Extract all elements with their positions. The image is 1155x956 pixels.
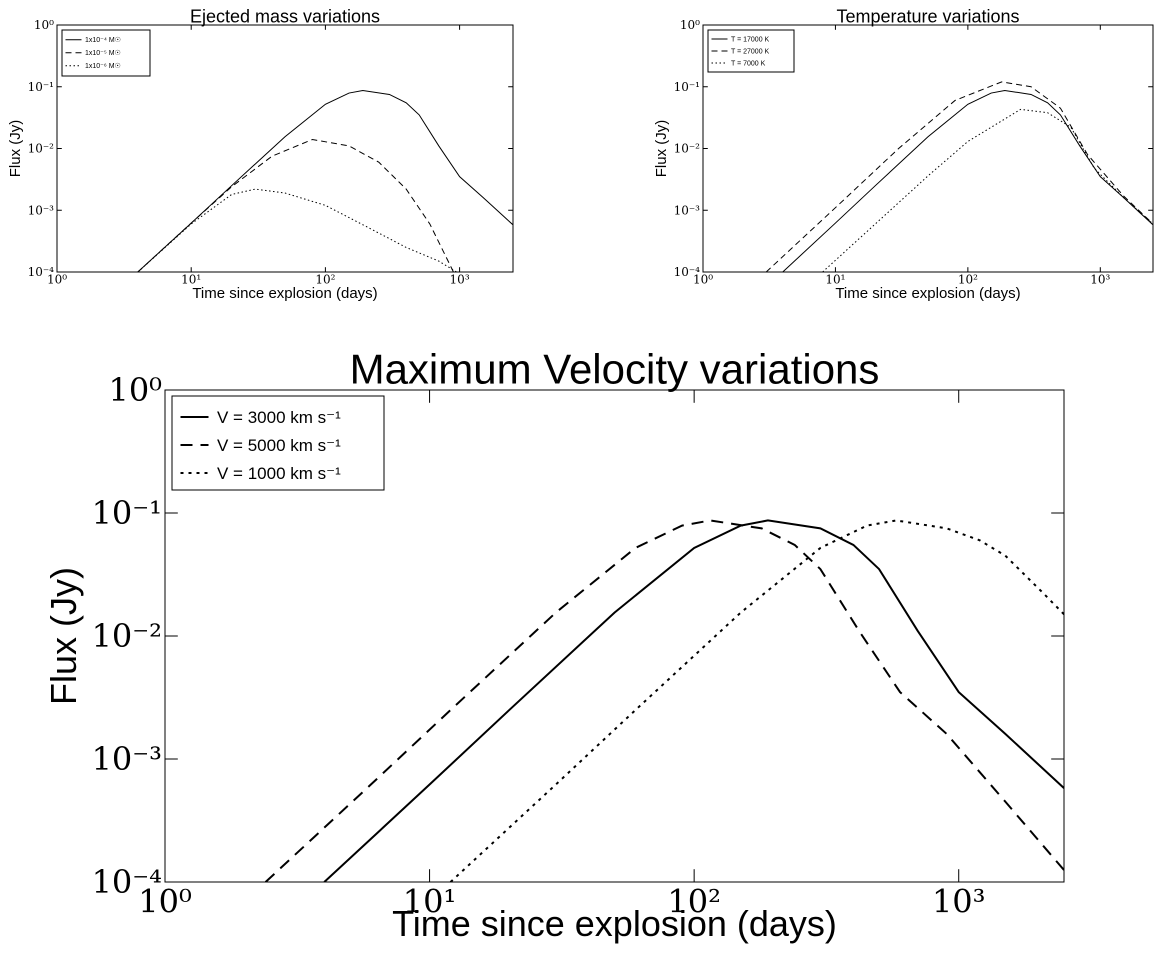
y-tick-label: 10⁰ xyxy=(108,371,162,409)
series-line xyxy=(137,89,513,272)
legend: V = 3000 km s⁻¹ V = 5000 km s⁻¹ V = 1000 k… xyxy=(171,395,385,491)
series-line xyxy=(765,81,1153,272)
y-tick-label: 10⁻³ xyxy=(92,740,162,778)
legend-box xyxy=(171,395,385,491)
series-line xyxy=(264,519,1064,882)
y-tick-label: 10⁻² xyxy=(28,142,55,156)
chart-title: Maximum Velocity variations xyxy=(350,346,880,393)
y-tick-label: 10⁻⁴ xyxy=(28,265,55,279)
y-tick-label: 10⁻³ xyxy=(28,203,55,217)
y-tick-label: 10⁻² xyxy=(674,142,701,156)
legend: T = 17000 K T = 27000 K T = 7000 K xyxy=(707,29,795,73)
y-tick-label: 10⁻¹ xyxy=(28,80,54,94)
y-tick-label: 10⁻³ xyxy=(674,203,701,217)
series-line xyxy=(782,89,1153,272)
legend-label: V = 5000 km s⁻¹ xyxy=(217,436,341,455)
y-tick-label: 10⁰ xyxy=(34,18,54,32)
x-tick-label: 10⁰ xyxy=(138,882,192,920)
subplot: 10⁰ 10¹ 10² 10³ 10⁻⁴ 10⁻³ 10⁻² 10⁻¹ 10⁰ Maximum V… xyxy=(43,346,1065,944)
x-tick-label: 10² xyxy=(667,882,721,920)
x-tick-label: 10² xyxy=(958,272,978,286)
legend: 1x10⁻⁴ M☉ 1x10⁻⁵ M☉ 1x10⁻⁶ M☉ xyxy=(61,29,151,77)
x-tick-label: 10³ xyxy=(1090,272,1110,286)
legend-label: T = 27000 K xyxy=(731,48,770,55)
y-tick-label: 10⁻⁴ xyxy=(92,863,162,901)
x-tick-label: 10¹ xyxy=(181,272,201,286)
chart-title: Ejected mass variations xyxy=(190,6,380,26)
x-axis-label: Time since explosion (days) xyxy=(192,285,377,302)
y-tick-label: 10⁰ xyxy=(680,18,700,32)
chart-title: Temperature variations xyxy=(836,6,1019,26)
x-tick-label: 10¹ xyxy=(403,882,457,920)
y-tick-label: 10⁻⁴ xyxy=(674,265,701,279)
y-axis-label: Flux (Jy) xyxy=(7,120,24,178)
y-tick-label: 10⁻² xyxy=(92,617,162,655)
subplot: 10⁰ 10¹ 10² 10³ 10⁻⁴ 10⁻³ 10⁻² 10⁻¹ 10⁰ Temperatu… xyxy=(653,6,1154,302)
y-tick-label: 10⁻¹ xyxy=(92,494,162,532)
series-line xyxy=(137,188,457,272)
plot-frame xyxy=(164,389,1065,883)
x-tick-label: 10³ xyxy=(450,272,470,286)
legend-label: 1x10⁻⁴ M☉ xyxy=(85,36,121,44)
legend-label: V = 3000 km s⁻¹ xyxy=(217,408,341,427)
x-axis-label: Time since explosion (days) xyxy=(392,903,837,944)
series-line xyxy=(323,519,1064,882)
legend-label: T = 7000 K xyxy=(731,60,766,67)
series-line xyxy=(137,138,454,272)
legend-label: 1x10⁻⁵ M☉ xyxy=(85,49,121,57)
plot-frame xyxy=(56,24,514,273)
x-axis-label: Time since explosion (days) xyxy=(835,285,1020,302)
legend-label: T = 17000 K xyxy=(731,36,770,43)
subplot: 10⁰ 10¹ 10² 10³ 10⁻⁴ 10⁻³ 10⁻² 10⁻¹ 10⁰ Ejected m… xyxy=(7,6,514,302)
series-line xyxy=(449,519,1064,882)
legend-label: V = 1000 km s⁻¹ xyxy=(217,464,341,483)
x-tick-label: 10² xyxy=(315,272,335,286)
plot-frame xyxy=(702,24,1154,273)
x-tick-label: 10⁰ xyxy=(693,272,713,286)
legend-label: 1x10⁻⁶ M☉ xyxy=(85,62,121,70)
y-axis-label: Flux (Jy) xyxy=(653,120,670,178)
y-tick-label: 10⁻¹ xyxy=(674,80,700,94)
x-tick-label: 10¹ xyxy=(825,272,845,286)
series-line xyxy=(822,108,1153,272)
x-tick-label: 10⁰ xyxy=(47,272,67,286)
y-axis-label: Flux (Jy) xyxy=(43,567,84,705)
x-tick-label: 10³ xyxy=(932,882,986,920)
